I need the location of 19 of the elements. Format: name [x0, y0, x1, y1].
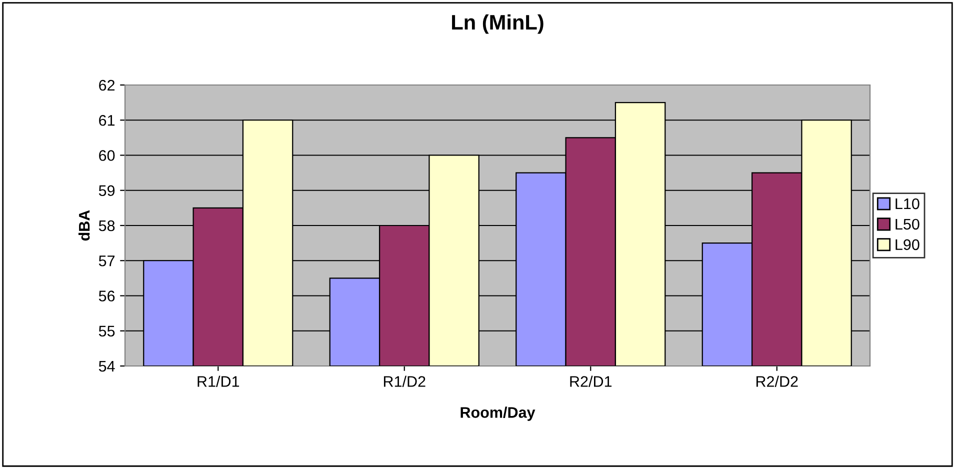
x-tick-label: R2/D1	[570, 376, 612, 387]
y-tick-label: 58	[98, 220, 115, 232]
legend-label: L50	[896, 218, 920, 230]
y-axis-title: dBA	[78, 210, 90, 241]
x-tick-label: R1/D2	[384, 376, 426, 387]
legend-label: L90	[896, 239, 920, 250]
chart-title: Ln (MinL)	[452, 14, 544, 34]
y-tick-label: 54	[98, 361, 115, 372]
y-tick-label: 55	[98, 326, 115, 337]
legend-label: L10	[896, 198, 920, 210]
y-tick-label: 59	[98, 185, 115, 196]
y-tick-label: 60	[99, 150, 115, 161]
x-tick-label: R1/D1	[198, 376, 240, 387]
x-axis-title: Room/Day	[460, 406, 536, 421]
y-tick-label: 61	[99, 114, 115, 126]
y-tick-label: 57	[98, 256, 115, 266]
y-tick-label: 56	[98, 290, 115, 302]
x-tick-label: R2/D2	[756, 376, 798, 387]
y-tick-label: 62	[99, 80, 115, 91]
